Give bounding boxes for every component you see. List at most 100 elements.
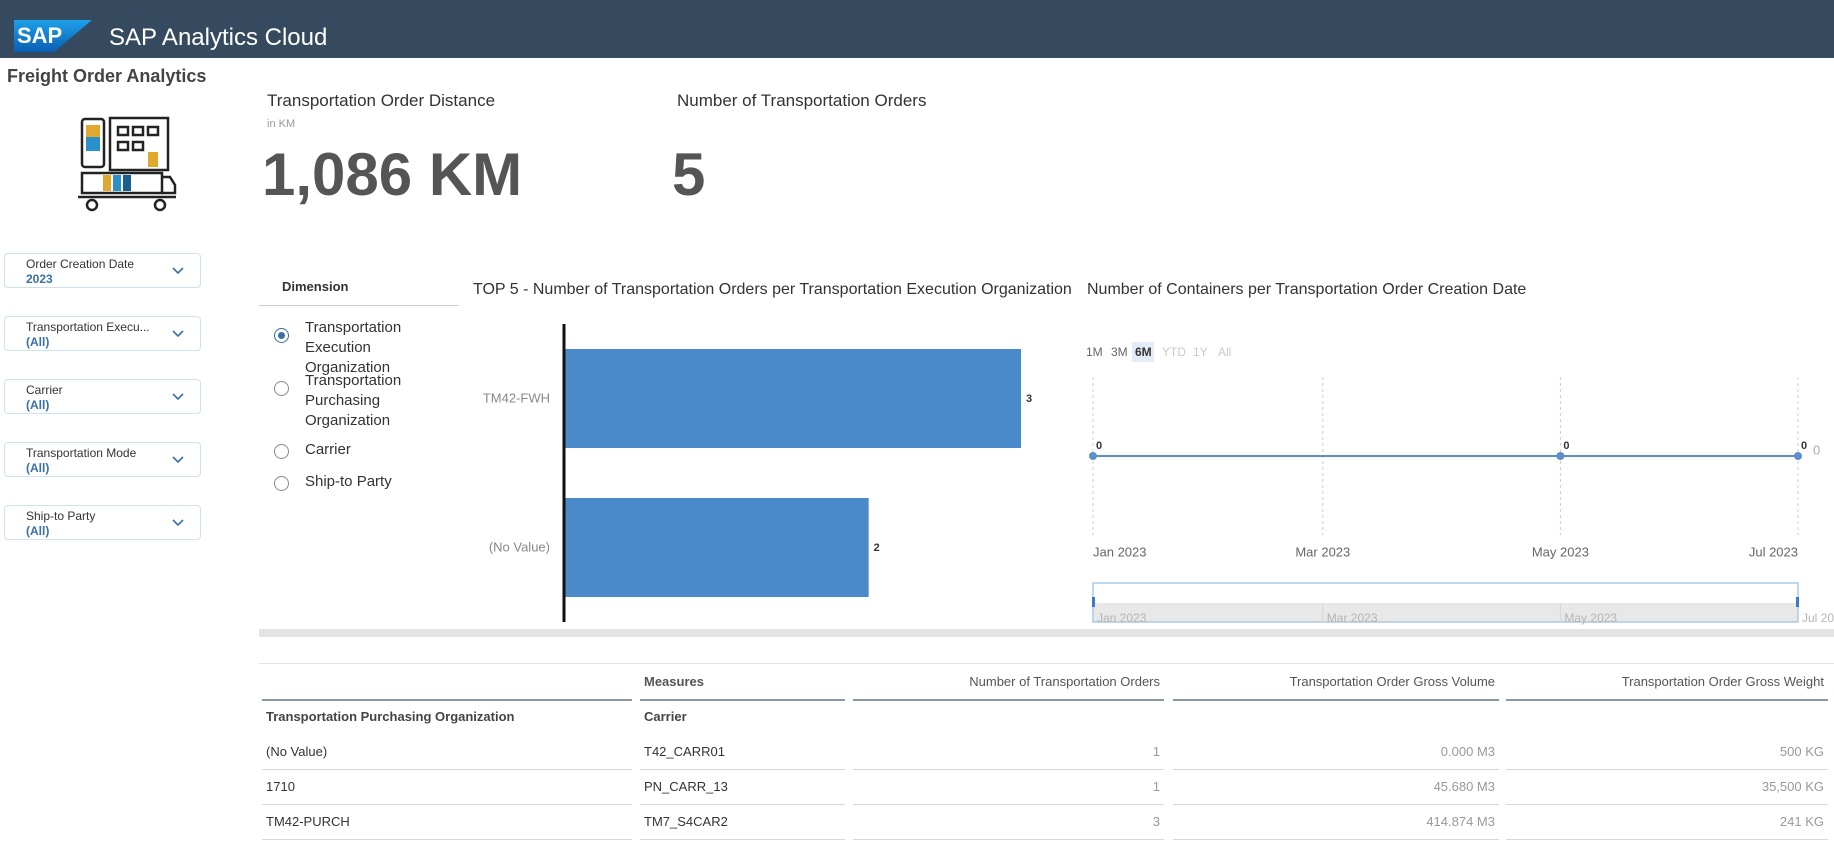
navigator-label: Mar 2023 (1327, 611, 1378, 625)
range-button: 6M (1135, 345, 1152, 359)
navigator-band (1093, 603, 1798, 622)
filter-dropdown[interactable]: Carrier (All) (4, 379, 201, 414)
row-line (1173, 804, 1499, 805)
top-bar (0, 0, 1834, 58)
row-line (640, 839, 845, 840)
table-cell: TM7_S4CAR2 (644, 814, 728, 829)
chevron-path (172, 393, 184, 401)
navigator-handle (1796, 597, 1799, 607)
header-underline (853, 699, 1164, 701)
dimension-header: Carrier (644, 709, 687, 724)
table-cell: PN_CARR_13 (644, 779, 728, 794)
filter-label: Transportation Execu... (26, 320, 150, 334)
chevron (172, 456, 184, 464)
story-title: Freight Order Analytics (7, 66, 207, 86)
bar (564, 498, 869, 597)
table-cell: TM42-PURCH (266, 814, 350, 829)
x-tick-label: Jan 2023 (1093, 544, 1147, 559)
table-top-line (259, 663, 1834, 664)
dimension-title: Dimension (282, 279, 349, 294)
radio-label: Ship-to Party (305, 473, 392, 490)
chevron-path (172, 330, 184, 338)
table-cell: 1 (1152, 779, 1160, 794)
filter-label: Order Creation Date (26, 257, 135, 271)
row-line (640, 769, 845, 770)
column-header: Transportation Order Gross Weight (1621, 674, 1824, 689)
filter-value: (All) (26, 461, 50, 475)
filter-value: (All) (26, 335, 50, 349)
chevron (172, 330, 184, 338)
radio-button[interactable] (274, 328, 289, 343)
category-label: TM42-FWH (483, 390, 550, 405)
y-tick-label: 0 (1813, 442, 1820, 457)
chevron-path (172, 519, 184, 527)
value-label: 0 (1096, 440, 1102, 452)
radio-button[interactable] (274, 476, 289, 491)
table-cell: 45.680 M3 (1433, 779, 1495, 794)
x-tick-label: Jul 2023 (1749, 544, 1798, 559)
filter-dropdown[interactable]: Transportation Mode (All) (4, 442, 201, 477)
range-button: All (1218, 345, 1231, 359)
row-line (1173, 839, 1499, 840)
kpi-title: Number of Transportation Orders (677, 91, 927, 110)
point (1794, 452, 1802, 460)
range-button-bg (1132, 342, 1154, 362)
point (1089, 452, 1097, 460)
value-label: 0 (1563, 440, 1569, 452)
column-header: Number of Transportation Orders (969, 674, 1160, 689)
value-label: 0 (1801, 440, 1807, 452)
section-divider (259, 629, 1834, 637)
chevron (172, 267, 184, 275)
row-line (1506, 839, 1828, 840)
filter-value: (All) (26, 398, 50, 412)
table-cell: 0.000 M3 (1440, 744, 1495, 759)
row-line (853, 804, 1164, 805)
row-line (262, 769, 632, 770)
value-label: 2 (874, 542, 880, 554)
table-cell: T42_CARR01 (644, 744, 725, 759)
radio-button[interactable] (274, 444, 289, 459)
filter-dropdown[interactable]: Transportation Execu... (All) (4, 316, 201, 351)
filter-value: 2023 (26, 272, 53, 286)
filter-dropdown[interactable]: Order Creation Date 2023 (4, 253, 201, 288)
table-cell: 500 KG (1779, 744, 1824, 759)
navigator-label: Jul 2023 (1802, 611, 1834, 625)
x-tick-label: May 2023 (1532, 544, 1589, 559)
radio-label: Transportation Purchasing Organization (305, 372, 402, 429)
row-line (853, 839, 1164, 840)
header-underline (262, 699, 632, 701)
row-line (1506, 804, 1828, 805)
row-line (640, 804, 845, 805)
category-label: (No Value) (489, 539, 550, 554)
table-cell: 3 (1152, 814, 1160, 829)
measures-header: Measures (644, 674, 704, 689)
point (1556, 452, 1565, 460)
radio-label: Carrier (305, 441, 351, 458)
kpi-subtitle: in KM (267, 118, 296, 130)
kpi-value: 5 (672, 141, 706, 208)
kpi-title: Transportation Order Distance (267, 91, 496, 110)
logo-text: SAP (17, 23, 62, 48)
dimension-header: Transportation Purchasing Organization (266, 709, 515, 724)
chevron-path (172, 267, 184, 275)
chevron-path (172, 456, 184, 464)
table-cell: 1 (1152, 744, 1160, 759)
kpi-value: 1,086 KM (262, 141, 523, 208)
table-cell: 35,500 KG (1761, 779, 1824, 794)
chart-title: Number of Containers per Transportation … (1087, 281, 1526, 298)
radio-label: Transportation Execution Organization (305, 319, 402, 376)
logo-shape (14, 20, 92, 52)
filter-label: Transportation Mode (26, 446, 137, 460)
radio-button[interactable] (274, 381, 289, 396)
row-line (1173, 769, 1499, 770)
filter-label: Ship-to Party (26, 509, 96, 523)
range-button: 1M (1086, 345, 1103, 359)
navigator-handle (1092, 597, 1095, 607)
truck-icon (78, 116, 177, 212)
filter-dropdown[interactable]: Ship-to Party (All) (4, 505, 201, 540)
value-label: 3 (1026, 393, 1032, 405)
row-line (1506, 769, 1828, 770)
dimension-divider (259, 305, 459, 306)
